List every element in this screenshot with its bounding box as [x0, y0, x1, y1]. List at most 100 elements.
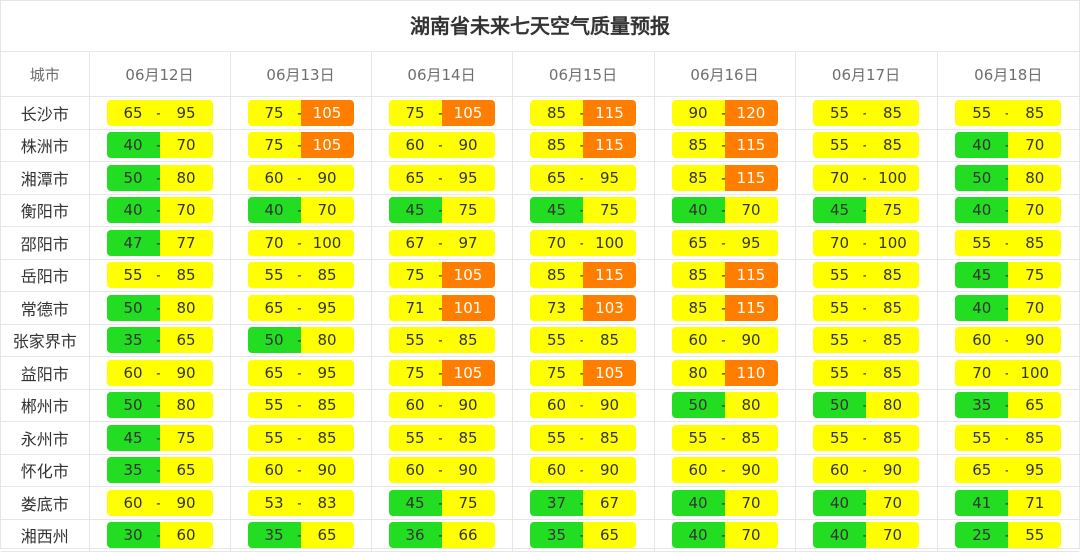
aqi-low-value: 41: [955, 489, 1010, 516]
aqi-cell: 85115: [511, 128, 655, 162]
aqi-low-value: 55: [813, 132, 868, 159]
aqi-low-value: 80: [671, 359, 726, 386]
aqi-high-value: 90: [159, 489, 213, 516]
aqi-high-value: 85: [866, 262, 919, 289]
aqi-low-value: 55: [247, 392, 302, 419]
aqi-range-badge: 6090: [388, 457, 495, 484]
aqi-range-badge: 90120: [671, 99, 778, 126]
aqi-high-value: 95: [441, 164, 495, 191]
aqi-cell: 6090: [88, 356, 231, 390]
aqi-high-value: 67: [583, 489, 636, 516]
city-name: 张家界市: [1, 323, 90, 357]
aqi-high-value: 115: [724, 294, 778, 321]
aqi-low-value: 60: [247, 457, 302, 484]
aqi-range-badge: 4070: [671, 489, 778, 516]
aqi-cell: 6595: [88, 96, 231, 130]
aqi-cell: 73103: [511, 291, 655, 325]
aqi-high-value: 85: [866, 294, 919, 321]
aqi-low-value: 50: [813, 392, 868, 419]
aqi-cell: 4070: [653, 486, 796, 520]
table-row: 永州市4575558555855585558555855585: [1, 421, 1079, 455]
header-row: 城市 06月12日 06月13日 06月14日 06月15日 06月16日 06…: [1, 52, 1079, 97]
aqi-range-badge: 70100: [813, 164, 919, 191]
aqi-cell: 6090: [511, 453, 655, 487]
aqi-low-value: 75: [247, 132, 302, 159]
aqi-range-badge: 3565: [106, 457, 213, 484]
aqi-high-value: 95: [583, 164, 636, 191]
aqi-cell: 85115: [653, 128, 796, 162]
aqi-cell: 4070: [794, 486, 938, 520]
aqi-cell: 4070: [936, 193, 1079, 227]
aqi-high-value: 85: [724, 424, 778, 451]
aqi-high-value: 80: [300, 327, 354, 354]
aqi-cell: 75105: [370, 258, 513, 292]
aqi-range-badge: 5585: [955, 99, 1062, 126]
aqi-low-value: 35: [247, 522, 302, 549]
aqi-cell: 4070: [936, 128, 1079, 162]
aqi-low-value: 40: [671, 489, 726, 516]
aqi-low-value: 45: [530, 197, 585, 224]
aqi-range-badge: 6090: [671, 327, 778, 354]
aqi-cell: 90120: [653, 96, 796, 130]
forecast-table: 城市 06月12日 06月13日 06月14日 06月15日 06月16日 06…: [1, 52, 1079, 552]
aqi-high-value: 80: [866, 392, 919, 419]
aqi-high-value: 65: [583, 522, 636, 549]
aqi-low-value: 70: [813, 164, 868, 191]
aqi-range-badge: 5585: [247, 262, 354, 289]
city-name: 邵阳市: [1, 226, 90, 260]
table-row: 株洲市4070751056090851158511555854070: [1, 128, 1079, 162]
aqi-low-value: 35: [106, 457, 161, 484]
aqi-range-badge: 5585: [388, 424, 495, 451]
aqi-range-badge: 85115: [671, 132, 778, 159]
aqi-range-badge: 5585: [813, 359, 919, 386]
aqi-cell: 4070: [936, 291, 1079, 325]
aqi-low-value: 40: [813, 489, 868, 516]
aqi-high-value: 75: [441, 197, 495, 224]
table-row: 怀化市3565609060906090609060906595: [1, 453, 1079, 487]
aqi-cell: 6090: [653, 323, 796, 357]
aqi-cell: 5585: [794, 291, 938, 325]
aqi-high-value: 110: [724, 359, 778, 386]
aqi-low-value: 45: [388, 489, 443, 516]
aqi-low-value: 75: [530, 359, 585, 386]
aqi-range-badge: 5585: [388, 327, 495, 354]
aqi-low-value: 55: [388, 327, 443, 354]
aqi-cell: 4070: [653, 193, 796, 227]
aqi-cell: 6595: [653, 226, 796, 260]
aqi-cell: 4070: [88, 193, 231, 227]
aqi-range-badge: 5585: [813, 132, 919, 159]
aqi-range-badge: 5080: [106, 164, 213, 191]
aqi-range-badge: 4070: [671, 197, 778, 224]
aqi-low-value: 40: [955, 132, 1010, 159]
aqi-low-value: 65: [388, 164, 443, 191]
aqi-cell: 3060: [88, 518, 231, 552]
aqi-high-value: 90: [866, 457, 919, 484]
aqi-cell: 6090: [653, 453, 796, 487]
aqi-cell: 4171: [936, 486, 1079, 520]
aqi-low-value: 85: [671, 262, 726, 289]
table-row: 湘潭市508060906595659585115701005080: [1, 161, 1079, 195]
aqi-range-badge: 6090: [955, 327, 1062, 354]
aqi-high-value: 80: [159, 294, 213, 321]
aqi-low-value: 70: [955, 359, 1010, 386]
aqi-range-badge: 3060: [106, 522, 213, 549]
aqi-low-value: 65: [955, 457, 1010, 484]
aqi-high-value: 65: [1008, 392, 1062, 419]
table-row: 湘西州3060356536663565407040702555: [1, 518, 1079, 552]
aqi-range-badge: 4070: [955, 132, 1062, 159]
aqi-low-value: 85: [530, 99, 585, 126]
aqi-cell: 5585: [936, 96, 1079, 130]
aqi-low-value: 53: [247, 489, 302, 516]
aqi-high-value: 83: [300, 489, 354, 516]
aqi-high-value: 85: [866, 99, 919, 126]
page-title: 湖南省未来七天空气质量预报: [1, 1, 1079, 52]
aqi-high-value: 105: [441, 359, 495, 386]
aqi-cell: 5080: [794, 388, 938, 422]
aqi-cell: 75105: [229, 128, 372, 162]
aqi-cell: 4070: [229, 193, 372, 227]
aqi-low-value: 50: [106, 164, 161, 191]
aqi-high-value: 65: [159, 327, 213, 354]
aqi-high-value: 90: [441, 132, 495, 159]
aqi-range-badge: 3565: [530, 522, 636, 549]
aqi-high-value: 80: [724, 392, 778, 419]
